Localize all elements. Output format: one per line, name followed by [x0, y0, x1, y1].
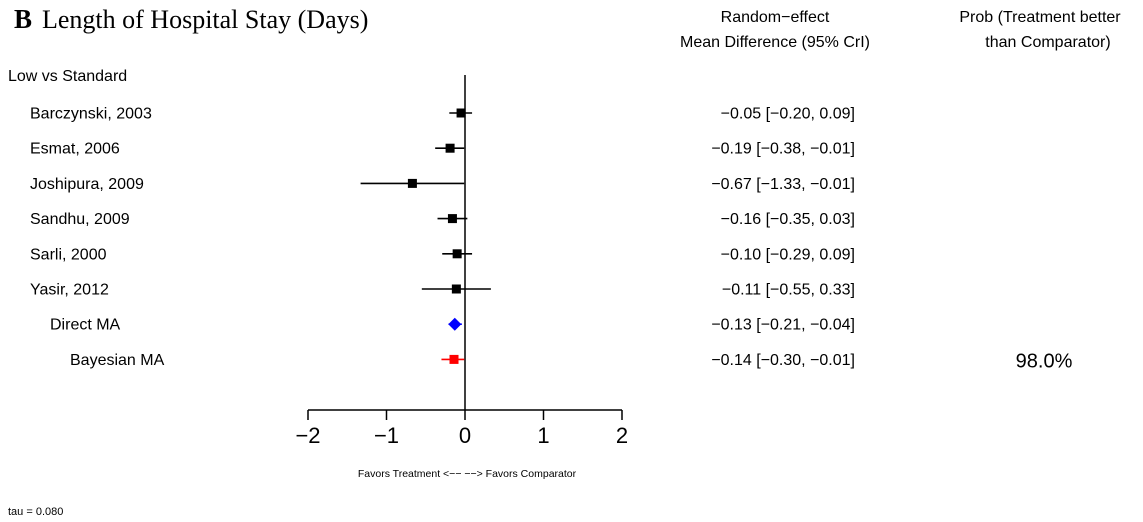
forest-row-study: Joshipura, 2009 −0.67 [−1.33, −0.01] [30, 176, 855, 193]
panel-title: Length of Hospital Stay (Days) [42, 5, 368, 34]
x-tick-label: −2 [295, 423, 320, 448]
probability-value: 98.0% [1016, 350, 1073, 372]
forest-rows: Barczynski, 2003 −0.05 [−0.20, 0.09] Esmat… [30, 106, 1073, 373]
effect-estimate-text: −0.16 [−0.35, 0.03] [721, 211, 855, 228]
effect-estimate-text: −0.67 [−1.33, −0.01] [711, 176, 855, 193]
effect-estimate-text: −0.10 [−0.29, 0.09] [721, 246, 855, 263]
study-estimate-square [451, 284, 461, 294]
x-tick-label: 2 [616, 423, 628, 448]
row-label: Sarli, 2000 [30, 246, 107, 263]
forest-row-study: Yasir, 2012 −0.11 [−0.55, 0.33] [30, 282, 855, 299]
row-label: Direct MA [50, 317, 121, 334]
prob-header-line2: than Comparator) [985, 34, 1110, 51]
row-label: Esmat, 2006 [30, 141, 120, 158]
forest-row-direct: Direct MA −0.13 [−0.21, −0.04] [50, 317, 855, 334]
prob-header-line1: Prob (Treatment better [959, 9, 1121, 26]
estimate-header-line2: Mean Difference (95% CrI) [680, 34, 870, 51]
tau-footnote: tau = 0.080 [8, 506, 63, 518]
panel-letter: B [14, 4, 32, 34]
study-estimate-square [407, 178, 417, 188]
x-axis: −2 −1 0 1 2 [295, 409, 628, 448]
x-tick-label: 0 [459, 423, 471, 448]
effect-estimate-text: −0.11 [−0.55, 0.33] [722, 282, 855, 299]
forest-row-study: Barczynski, 2003 −0.05 [−0.20, 0.09] [30, 106, 855, 123]
group-label: Low vs Standard [8, 68, 127, 85]
study-estimate-square [447, 214, 457, 224]
study-estimate-square [452, 249, 462, 259]
row-label: Sandhu, 2009 [30, 211, 130, 228]
study-estimate-square [456, 108, 466, 118]
effect-estimate-text: −0.19 [−0.38, −0.01] [711, 141, 855, 158]
x-tick-label: −1 [374, 423, 399, 448]
effect-estimate-text: −0.13 [−0.21, −0.04] [711, 317, 855, 334]
row-label: Yasir, 2012 [30, 282, 109, 299]
row-label: Barczynski, 2003 [30, 106, 152, 123]
pooled-estimate-diamond [448, 317, 462, 331]
row-label: Joshipura, 2009 [30, 176, 144, 193]
forest-row-study: Sarli, 2000 −0.10 [−0.29, 0.09] [30, 246, 855, 263]
forest-row-study: Esmat, 2006 −0.19 [−0.38, −0.01] [30, 141, 855, 158]
bayesian-estimate-square [449, 354, 459, 364]
effect-estimate-text: −0.14 [−0.30, −0.01] [711, 352, 855, 369]
x-axis-label: Favors Treatment <−− −−> Favors Comparat… [358, 468, 577, 480]
effect-estimate-text: −0.05 [−0.20, 0.09] [721, 106, 855, 123]
study-estimate-square [445, 143, 455, 153]
estimate-header-line1: Random−effect [721, 9, 830, 26]
forest-row-study: Sandhu, 2009 −0.16 [−0.35, 0.03] [30, 211, 855, 228]
x-tick-label: 1 [537, 423, 549, 448]
forest-row-bayesian: Bayesian MA −0.14 [−0.30, −0.01] 98.0% [70, 350, 1073, 372]
row-label: Bayesian MA [70, 352, 165, 369]
